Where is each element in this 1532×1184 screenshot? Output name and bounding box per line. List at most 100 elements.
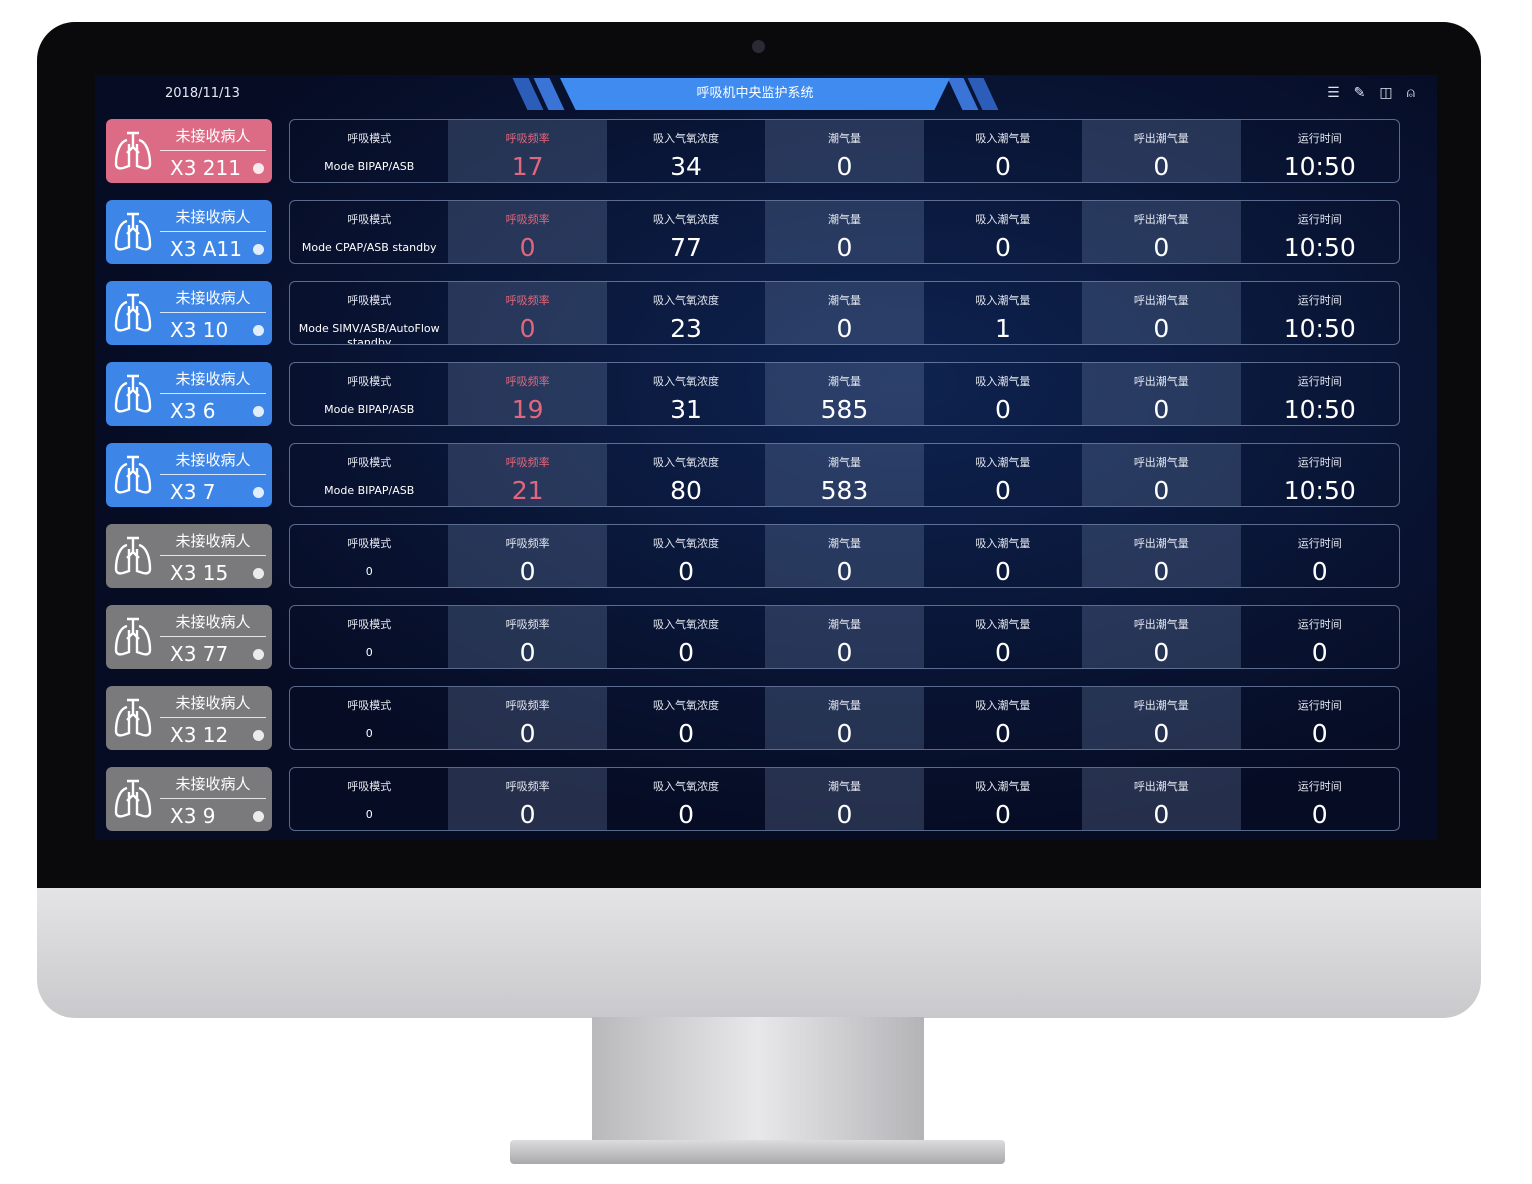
- edit-badge-icon[interactable]: [253, 244, 264, 255]
- camera: [752, 40, 765, 53]
- cell-metric: 运行时间 10:50: [1241, 363, 1399, 425]
- bed-card[interactable]: 未接收病人 X3 10: [106, 281, 272, 345]
- layout-icon[interactable]: ◫: [1379, 85, 1393, 101]
- cell-metric: 吸入气氧浓度 77: [607, 201, 765, 263]
- label: 潮气量: [827, 132, 861, 145]
- metric-value: 0: [1153, 314, 1170, 343]
- edit-badge-icon[interactable]: [253, 406, 264, 417]
- mode-value: Mode SIMV/ASB/AutoFlow standby: [298, 322, 440, 345]
- metrics-panel: 呼吸模式 0 呼吸频率 0 吸入气氧浓度 0 潮气量 0 吸入潮气量 0 呼出潮气量 0 运行时间 0: [289, 605, 1400, 669]
- label: 呼吸频率: [505, 375, 550, 388]
- cell-metric: 潮气量 0: [765, 120, 924, 182]
- cell-mode: 呼吸模式 Mode SIMV/ASB/AutoFlow standby: [290, 282, 448, 344]
- cell-metric: 呼出潮气量 0: [1082, 606, 1241, 668]
- bed-card[interactable]: 未接收病人 X3 211: [106, 119, 272, 183]
- label: 吸入气氧浓度: [653, 780, 720, 793]
- cell-metric: 潮气量 585: [765, 363, 924, 425]
- bed-card[interactable]: 未接收病人 X3 15: [106, 524, 272, 588]
- label: 运行时间: [1297, 132, 1342, 145]
- patient-row: 未接收病人 X3 15 呼吸模式 0 呼吸频率 0 吸入气氧浓度 0 潮气量 0 吸入潮气量 0 呼…: [106, 524, 1400, 588]
- label: 吸入潮气量: [975, 213, 1031, 226]
- bed-number: X3 6: [170, 399, 216, 423]
- edit-badge-icon[interactable]: [253, 163, 264, 174]
- label: 潮气量: [827, 618, 861, 631]
- edit-badge-icon[interactable]: [253, 649, 264, 660]
- patient-status: 未接收病人: [160, 611, 266, 637]
- cell-metric: 呼出潮气量 0: [1082, 201, 1241, 263]
- metrics-panel: 呼吸模式 Mode BIPAP/ASB 呼吸频率 19 吸入气氧浓度 31 潮气量 585 吸入…: [289, 362, 1400, 426]
- lungs-icon: [106, 362, 160, 426]
- label: 吸入潮气量: [975, 375, 1031, 388]
- metric-value: 10:50: [1283, 152, 1356, 181]
- metrics-panel: 呼吸模式 Mode BIPAP/ASB 呼吸频率 21 吸入气氧浓度 80 潮气量 583 吸入…: [289, 443, 1400, 507]
- metric-value: 77: [670, 233, 702, 262]
- cell-metric: 吸入气氧浓度 31: [607, 363, 765, 425]
- label: 呼出潮气量: [1133, 537, 1189, 550]
- bed-number: X3 7: [170, 480, 216, 504]
- metric-value: 34: [670, 152, 702, 181]
- cell-metric: 呼出潮气量 0: [1082, 768, 1241, 830]
- patient-status: 未接收病人: [160, 530, 266, 556]
- cell-metric: 运行时间 0: [1241, 687, 1399, 749]
- metrics-panel: 呼吸模式 0 呼吸频率 0 吸入气氧浓度 0 潮气量 0 吸入潮气量 0 呼出潮气量 0 运行时间 0: [289, 686, 1400, 750]
- bed-card[interactable]: 未接收病人 X3 6: [106, 362, 272, 426]
- edit-badge-icon[interactable]: [253, 730, 264, 741]
- cell-metric: 吸入潮气量 0: [924, 120, 1082, 182]
- label: 呼吸频率: [505, 213, 550, 226]
- cell-metric: 呼吸频率 0: [448, 525, 607, 587]
- label: 吸入潮气量: [975, 132, 1031, 145]
- label: 呼吸频率: [505, 294, 550, 307]
- cell-metric: 呼吸频率 0: [448, 606, 607, 668]
- label: 吸入潮气量: [975, 699, 1031, 712]
- lungs-icon: [106, 443, 160, 507]
- bed-card[interactable]: 未接收病人 X3 77: [106, 605, 272, 669]
- metric-value: 0: [994, 476, 1011, 505]
- metric-value: 0: [1153, 557, 1170, 586]
- metric-value: 0: [836, 152, 853, 181]
- cell-metric: 潮气量 0: [765, 768, 924, 830]
- metric-value: 0: [836, 719, 853, 748]
- monitor-stand: [592, 1017, 924, 1142]
- bed-card[interactable]: 未接收病人 X3 A11: [106, 200, 272, 264]
- label: 呼出潮气量: [1133, 456, 1189, 469]
- metric-value: 17: [511, 152, 544, 181]
- edit-icon[interactable]: ✎: [1353, 85, 1366, 101]
- patient-status: 未接收病人: [160, 773, 266, 799]
- metric-value: 80: [670, 476, 702, 505]
- label: 呼出潮气量: [1133, 132, 1189, 145]
- cell-metric: 呼吸频率 0: [448, 687, 607, 749]
- cell-metric: 吸入潮气量 0: [924, 687, 1082, 749]
- bed-card[interactable]: 未接收病人 X3 9: [106, 767, 272, 831]
- cell-metric: 吸入气氧浓度 34: [607, 120, 765, 182]
- user-icon[interactable]: ⍝: [1406, 85, 1415, 101]
- label: 呼吸模式: [347, 618, 392, 631]
- cell-mode: 呼吸模式 Mode BIPAP/ASB: [290, 363, 448, 425]
- label: 呼吸频率: [505, 456, 550, 469]
- label: 运行时间: [1297, 375, 1342, 388]
- metric-value: 0: [1311, 800, 1328, 829]
- label: 潮气量: [827, 537, 861, 550]
- cell-metric: 潮气量 0: [765, 687, 924, 749]
- edit-badge-icon[interactable]: [253, 487, 264, 498]
- cell-metric: 吸入潮气量 1: [924, 282, 1082, 344]
- patient-row: 未接收病人 X3 77 呼吸模式 0 呼吸频率 0 吸入气氧浓度 0 潮气量 0 吸入潮气量 0 呼…: [106, 605, 1400, 669]
- metric-value: 0: [1311, 719, 1328, 748]
- metric-value: 31: [670, 395, 702, 424]
- bed-card[interactable]: 未接收病人 X3 7: [106, 443, 272, 507]
- edit-badge-icon[interactable]: [253, 325, 264, 336]
- cell-metric: 运行时间 10:50: [1241, 282, 1399, 344]
- metric-value: 0: [994, 638, 1011, 667]
- bed-number: X3 77: [170, 642, 229, 666]
- label: 呼吸模式: [347, 294, 392, 307]
- label: 潮气量: [827, 294, 861, 307]
- metric-value: 0: [1153, 719, 1170, 748]
- bed-number: X3 10: [170, 318, 229, 342]
- screen: 2018/11/13 呼吸机中央监护系统 ☰ ✎ ◫ ⍝ 未接收病人 X3 21…: [95, 75, 1437, 840]
- edit-badge-icon[interactable]: [253, 811, 264, 822]
- label: 吸入潮气量: [975, 294, 1031, 307]
- metric-value: 0: [1153, 233, 1170, 262]
- list-icon[interactable]: ☰: [1327, 85, 1340, 101]
- edit-badge-icon[interactable]: [253, 568, 264, 579]
- bed-card[interactable]: 未接收病人 X3 12: [106, 686, 272, 750]
- lungs-icon: [106, 605, 160, 669]
